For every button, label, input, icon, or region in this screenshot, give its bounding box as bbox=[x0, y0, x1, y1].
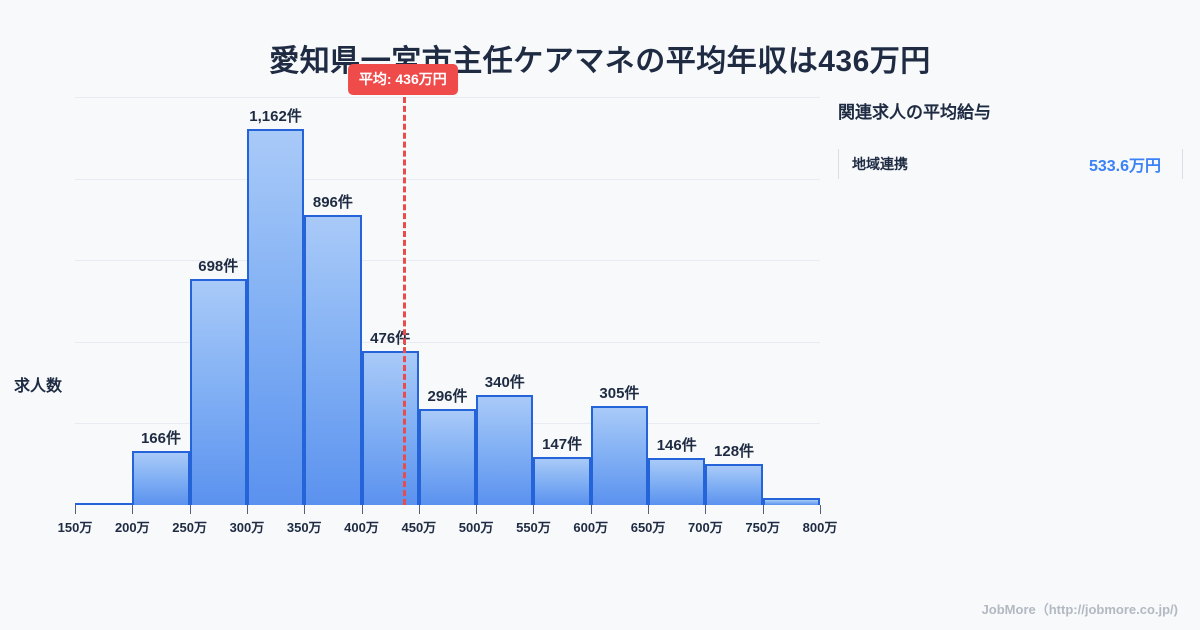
gridline-0 bbox=[75, 97, 820, 98]
x-tick bbox=[762, 505, 764, 514]
bar[interactable] bbox=[189, 278, 247, 505]
x-tick bbox=[820, 505, 821, 514]
bar-value-label: 1,162件 bbox=[249, 107, 302, 125]
x-tick bbox=[246, 505, 248, 514]
bar-value-label: 166件 bbox=[140, 430, 181, 448]
plot-area: 166件 698件 1,162件 896件 476件 296件 340件 147件 305件 14… bbox=[75, 64, 820, 505]
y-axis-label: 求人数 bbox=[14, 378, 63, 395]
x-tick-label: 400万 bbox=[344, 520, 379, 535]
gridline-2 bbox=[75, 260, 820, 262]
histogram-chart: 求人数 166件 698件 1,162件 896件 476件 296件 340件 147件 30… bbox=[0, 64, 837, 560]
bar[interactable] bbox=[246, 128, 305, 505]
bar-value-label: 147件 bbox=[542, 436, 583, 454]
x-tick-label: 600万 bbox=[573, 520, 609, 535]
x-tick-label: 250万 bbox=[172, 520, 207, 535]
x-tick bbox=[189, 505, 191, 514]
x-tick bbox=[476, 505, 478, 514]
related-salary-value: 533.6万円 bbox=[1088, 158, 1161, 175]
x-tick-label: 750万 bbox=[745, 520, 781, 535]
x-axis-ticks: 150万 200万 250万 300万 350万 400万 450万 500万 550万 600万… bbox=[58, 505, 837, 545]
x-tick bbox=[705, 505, 707, 514]
related-salary-list: 地域連携 533.6万円 bbox=[838, 147, 1183, 181]
bar[interactable] bbox=[762, 497, 820, 505]
x-tick-label: 450万 bbox=[401, 520, 437, 535]
x-tick-label: 200万 bbox=[114, 520, 150, 535]
x-tick bbox=[533, 505, 535, 514]
bar-value-label: 476件 bbox=[370, 329, 411, 347]
bar-value-label: 340件 bbox=[484, 373, 525, 391]
bar-value-label: 128件 bbox=[714, 442, 755, 460]
gridline-3 bbox=[75, 341, 820, 343]
x-tick-label: 550万 bbox=[516, 520, 551, 535]
bar-value-label: 698件 bbox=[198, 257, 239, 275]
bar-value-label: 146件 bbox=[656, 436, 697, 454]
bar-value-label: 296件 bbox=[427, 388, 468, 406]
x-tick-label: 700万 bbox=[688, 520, 723, 535]
x-tick bbox=[132, 505, 134, 514]
x-tick bbox=[590, 505, 592, 514]
bar[interactable] bbox=[75, 503, 133, 505]
x-tick-label: 150万 bbox=[57, 520, 93, 535]
page-title: 愛知県一宮市主任ケアマネの平均年収は436万円 bbox=[269, 45, 931, 78]
x-tick bbox=[361, 505, 363, 514]
related-salary-name: 地域連携 bbox=[852, 156, 908, 172]
x-tick-label: 650万 bbox=[630, 520, 666, 535]
related-salary-row: 地域連携 533.6万円 bbox=[838, 147, 1183, 181]
x-tick bbox=[304, 505, 306, 514]
related-salary-panel: 関連求人の平均給与 地域連携 533.6万円 bbox=[838, 98, 1183, 181]
bar[interactable] bbox=[476, 394, 534, 505]
average-line bbox=[402, 97, 406, 505]
bar[interactable] bbox=[533, 457, 591, 505]
x-tick bbox=[418, 505, 420, 514]
bar[interactable] bbox=[648, 457, 706, 505]
bar[interactable] bbox=[304, 214, 362, 505]
x-tick-label: 350万 bbox=[286, 520, 322, 535]
x-tick-label: 500万 bbox=[458, 520, 494, 535]
x-tick bbox=[648, 505, 650, 514]
bar-value-label: 305件 bbox=[599, 385, 640, 403]
bar[interactable] bbox=[418, 409, 477, 505]
bar-value-label: 896件 bbox=[312, 193, 353, 211]
related-salary-heading: 関連求人の平均給与 bbox=[838, 103, 991, 122]
bar[interactable] bbox=[590, 406, 649, 505]
bar[interactable] bbox=[705, 463, 763, 505]
gridline-1 bbox=[75, 178, 820, 180]
bar[interactable] bbox=[132, 451, 190, 505]
bar[interactable] bbox=[361, 350, 419, 505]
x-tick-label: 800万 bbox=[802, 520, 838, 535]
x-tick bbox=[75, 505, 76, 514]
footer-attribution: JobMore（http://jobmore.co.jp/) bbox=[981, 602, 1178, 617]
average-badge: 平均: 436万円 bbox=[347, 64, 458, 95]
x-tick-label: 300万 bbox=[229, 520, 265, 535]
